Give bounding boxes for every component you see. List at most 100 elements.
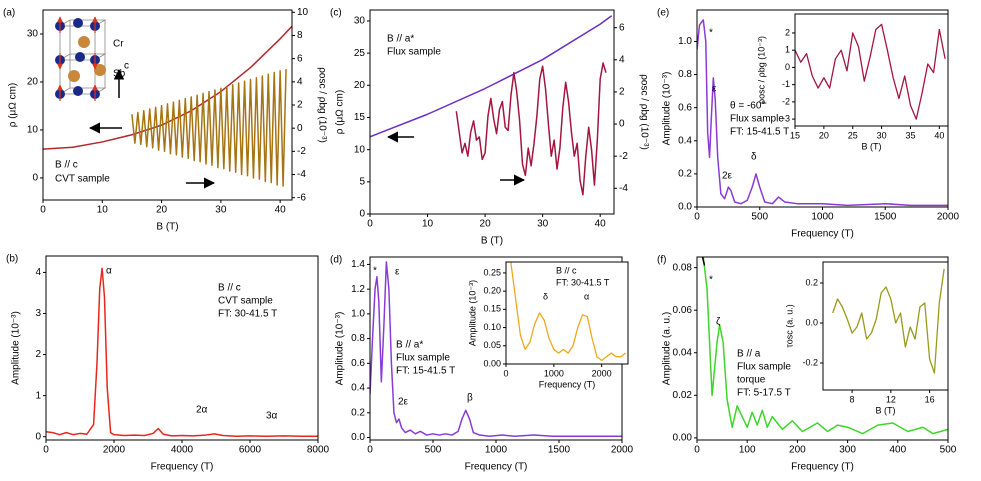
panel: (f)0 100 200 300 400 5000.000.020.040.060.08F…: [657, 255, 957, 473]
y-tick-label: -1: [782, 79, 790, 89]
x-tick-label: 0: [694, 445, 700, 456]
x-tick-label: 400: [889, 445, 906, 456]
x-axis-label: Frequency (T): [791, 462, 854, 473]
x-tick-label: 15: [790, 130, 800, 140]
panel-label: (a): [3, 8, 15, 19]
y-tick-label: -2: [782, 96, 790, 106]
crystal-structure: [55, 16, 125, 101]
annotation: B // a*: [396, 340, 423, 351]
y-tick-label: 2: [35, 349, 41, 360]
y-tick-label: 30: [27, 29, 39, 40]
y-axis-label: ρ (μΩ cm): [335, 90, 346, 134]
y-tick-label: 0: [785, 62, 790, 72]
annotation: B // a*: [387, 34, 414, 45]
x-tick-label: 16: [925, 394, 935, 404]
x-tick-label: 500: [425, 445, 442, 456]
y-axis-label: τosc (a. u.): [784, 304, 794, 348]
y-tick-label: 0.2: [351, 407, 365, 418]
plot-frame: [369, 9, 615, 215]
y-tick-label: 0.6: [351, 358, 365, 369]
plot-frame: [45, 255, 319, 441]
x-tick-label: 30: [877, 130, 887, 140]
y-tick-label: 1.2: [351, 284, 365, 295]
y-tick-label: 1: [35, 390, 41, 401]
annotation: δ: [543, 291, 548, 301]
x-tick-label: 40: [275, 205, 287, 216]
plot-frame: [822, 261, 949, 391]
y2-tick-label: 6: [297, 53, 303, 64]
annotation: CVT sample: [55, 174, 110, 185]
annotation: *: [709, 28, 713, 39]
x-tick-label: 20: [156, 205, 168, 216]
x-tick-label: 2000: [592, 368, 612, 378]
y-tick-label: 0.0: [351, 432, 365, 443]
y-tick-label: 0: [35, 431, 41, 442]
x-axis-label: B (T): [481, 236, 503, 247]
x-tick-label: 20: [480, 219, 492, 230]
x-tick-label: 2000: [611, 445, 634, 456]
y-axis-label: Amplitude (10⁻³): [467, 280, 477, 346]
x-tick-label: 0: [367, 445, 373, 456]
y-tick-label: 0.08: [673, 262, 693, 273]
inset-background: [795, 14, 948, 126]
x-tick-label: 1000: [485, 445, 508, 456]
y-tick-label: 0.6: [678, 102, 692, 113]
x-tick-label: 500: [751, 212, 768, 223]
data-line: [510, 262, 627, 362]
annotation: Flux sample: [396, 353, 450, 364]
x-tick-label: 30: [537, 219, 549, 230]
y2-tick-label: 4: [619, 54, 625, 65]
y-tick-label: 20: [27, 77, 39, 88]
data-line: [46, 267, 318, 438]
y-tick-label: 2: [785, 27, 790, 37]
y-tick-label: 0.05: [483, 340, 501, 350]
y-axis-label: Amplitude (10⁻³): [662, 72, 673, 146]
x-axis-label: B (T): [862, 141, 882, 151]
annotation: B // c: [556, 265, 577, 275]
annotation: β: [467, 393, 473, 404]
annotation: B // c: [218, 283, 241, 294]
x-tick-label: 40: [934, 130, 944, 140]
panel-label: (b): [6, 254, 18, 265]
y-axis-label: ρ (μΩ cm): [8, 83, 19, 127]
annotation: c: [124, 61, 129, 72]
y-tick-label: 0.04: [673, 347, 693, 358]
y-tick-label: 25: [354, 48, 366, 59]
y-tick-label: 0.25: [483, 267, 501, 277]
x-tick-label: 40: [595, 219, 607, 230]
annotation: 2α: [196, 405, 208, 416]
panel-label: (d): [330, 255, 342, 266]
x-axis-label: Frequency (T): [791, 229, 854, 240]
x-axis-label: Frequency (T): [151, 462, 214, 473]
y2-tick-label: 6: [619, 22, 625, 33]
y-tick-label: 0.00: [673, 433, 693, 444]
y2-tick-label: -2: [619, 151, 628, 162]
x-tick-label: 0: [43, 445, 49, 456]
y2-axis-label: ρosc / ρbg (10⁻³): [316, 67, 327, 143]
x-tick-label: 0: [503, 368, 508, 378]
annotation: ε: [395, 267, 400, 278]
y-tick-label: 0.15: [483, 304, 501, 314]
x-tick-label: 0: [694, 212, 700, 223]
y2-tick-label: 8: [297, 30, 303, 41]
data-line: [702, 257, 948, 435]
y-tick-label: 10: [27, 125, 39, 136]
y-tick-label: 0.4: [678, 135, 692, 146]
annotation: θ = -60°: [730, 101, 765, 112]
y-tick-label: 10: [354, 144, 366, 155]
annotation: 2ε: [398, 397, 409, 408]
y-axis-label: Amplitude (10⁻³): [11, 311, 22, 385]
y2-tick-label: -6: [297, 192, 306, 203]
x-tick-label: 1500: [548, 445, 571, 456]
annotation: 2ε: [722, 171, 733, 182]
x-tick-label: 2000: [937, 212, 960, 223]
annotation: B // c: [55, 160, 78, 171]
x-axis-label: Frequency (T): [465, 462, 528, 473]
y-tick-label: 0.02: [673, 390, 693, 401]
y2-tick-label: -2: [297, 146, 306, 157]
y-tick-label: 0.0: [678, 202, 692, 213]
y-tick-label: 0: [32, 173, 38, 184]
x-axis-label: B (T): [876, 405, 896, 415]
y-tick-label: 20: [354, 80, 366, 91]
y2-tick-label: -4: [297, 169, 306, 180]
